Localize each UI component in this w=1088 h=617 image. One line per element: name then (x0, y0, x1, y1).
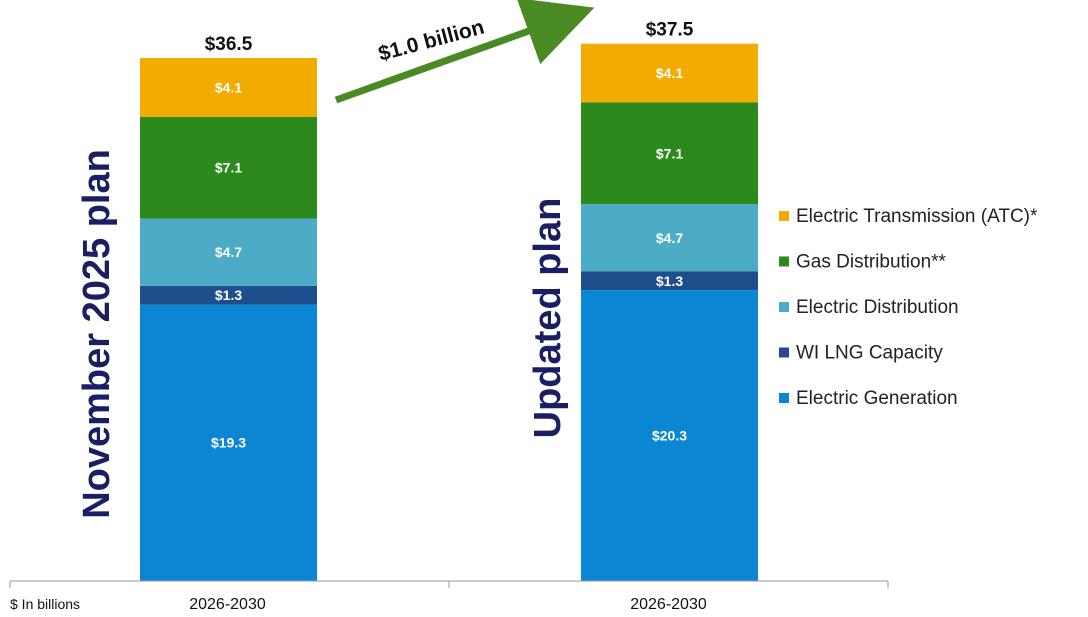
bar-label-electric-distribution-1: $4.7 (656, 230, 683, 246)
bar-label-gas-distribution-0: $7.1 (215, 160, 242, 176)
plan-label-updated: Updated plan (527, 198, 569, 439)
increase-arrow-label: $1.0 billion (376, 16, 487, 66)
bar-total-label-1: $37.5 (646, 20, 694, 41)
bar-label-electric-transmission-1: $4.1 (656, 65, 683, 81)
bar-segment-gas-distribution-1 (581, 102, 758, 205)
legend-label-electric-distribution: Electric Distribution (796, 297, 959, 318)
bar-total-label-0: $36.5 (205, 34, 253, 55)
legend-label-electric-generation: Electric Generation (796, 388, 958, 409)
legend-swatch-gas-distribution (779, 256, 789, 267)
tick-labels-group: 2026-2030 2026-2030 (189, 596, 707, 613)
bar-label-electric-generation-1: $20.3 (652, 428, 687, 444)
bar-label-electric-transmission-0: $4.1 (215, 79, 242, 95)
bar-label-wi-lng-capacity-0: $1.3 (215, 287, 242, 303)
legend-swatch-electric-transmission (779, 211, 789, 221)
bar-label-electric-distribution-0: $4.7 (215, 244, 242, 260)
bar-segment-electric-transmission-0 (140, 58, 317, 117)
legend-swatch-electric-generation (779, 393, 789, 403)
bar-segment-electric-transmission-1 (581, 43, 758, 103)
totals-group: $36.5 $37.5 (205, 20, 694, 55)
bar-segment-wi-lng-capacity-0 (140, 285, 317, 305)
legend-label-wi-lng-capacity: WI LNG Capacity (796, 343, 943, 364)
bar-segment-electric-distribution-0 (140, 218, 317, 286)
bar-label-electric-generation-0: $19.3 (211, 435, 246, 451)
legend: Electric Transmission (ATC)* Gas Distribu… (779, 206, 1038, 409)
bar-segment-electric-distribution-1 (581, 204, 758, 272)
increase-arrow (334, 0, 595, 104)
bar-segment-electric-generation-1 (581, 290, 758, 581)
plan-label-november: November 2025 plan (76, 149, 118, 519)
bar-segment-wi-lng-capacity-1 (581, 271, 758, 291)
bar-segment-electric-generation-0 (140, 304, 317, 581)
bar-label-wi-lng-capacity-1: $1.3 (656, 273, 683, 289)
bars-group: $19.3 $1.3 $4.7 $7.1 $4.1 $20.3 $1.3 $4.7 $7.1 $4… (140, 43, 758, 581)
x-tick-label-1: 2026-2030 (630, 596, 707, 613)
bar-segment-gas-distribution-0 (140, 116, 317, 219)
legend-swatch-wi-lng-capacity (779, 347, 789, 358)
bar-label-gas-distribution-1: $7.1 (656, 145, 683, 161)
legend-label-electric-transmission: Electric Transmission (ATC)* (796, 206, 1038, 227)
legend-swatch-electric-distribution (779, 302, 789, 312)
x-tick-label-0: 2026-2030 (189, 596, 266, 613)
unit-label: $ In billions (10, 596, 80, 612)
legend-label-gas-distribution: Gas Distribution** (796, 252, 947, 273)
